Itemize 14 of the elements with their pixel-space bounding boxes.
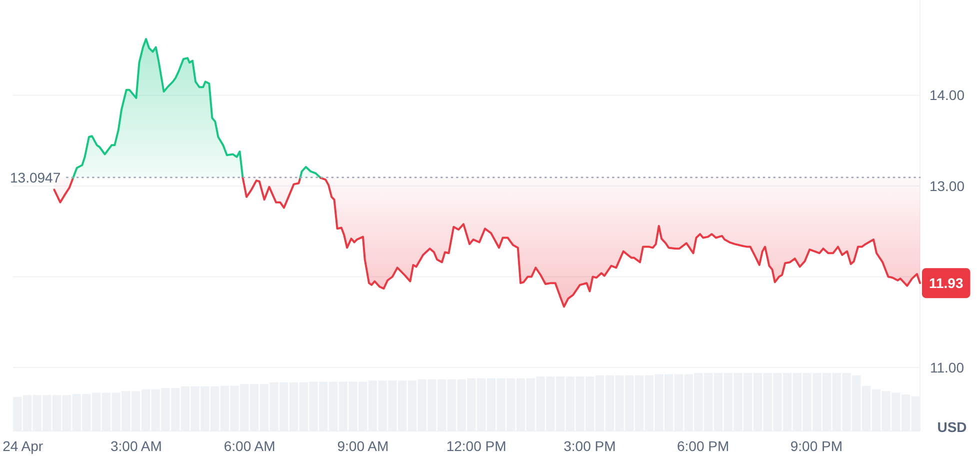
x-tick-label: 9:00 AM [337,438,389,454]
x-tick-label: 24 Apr [2,438,44,454]
x-tick-label: 3:00 AM [110,438,162,454]
x-tick-label: 12:00 PM [446,438,506,454]
y-tick-label: 11.00 [930,359,964,376]
y-tick-label: 13.00 [929,178,965,194]
x-tick-label: 6:00 PM [677,438,730,454]
x-tick-label: 9:00 PM [790,438,843,454]
x-tick-label: 3:00 PM [564,438,616,454]
y-axis-title: USD [937,419,967,435]
annotation: 11.93 [929,275,964,291]
ref-line-label: 13.0947 [10,169,61,186]
y-tick-label: 14.00 [929,87,965,104]
x-tick-label: 6:00 AM [224,438,276,454]
